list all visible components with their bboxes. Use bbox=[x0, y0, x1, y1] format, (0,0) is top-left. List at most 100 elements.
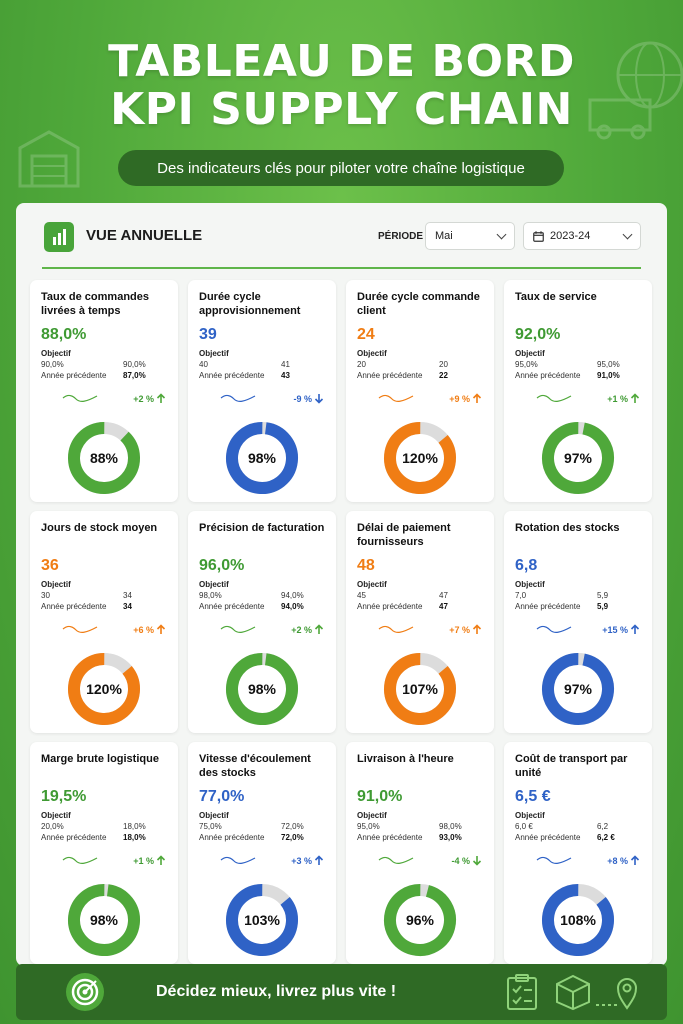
trend-value: +15 % bbox=[602, 624, 628, 635]
previous-year-label: Année précédente bbox=[41, 833, 107, 842]
kpi-card[interactable]: Vitesse d'écoulement des stocks 77,0% Obje… bbox=[188, 742, 336, 964]
calendar-icon bbox=[533, 230, 544, 242]
kpi-value: 91,0% bbox=[357, 788, 403, 805]
sparkline bbox=[220, 394, 256, 402]
trend-indicator: +9 % bbox=[449, 393, 482, 404]
kpi-title: Précision de facturation bbox=[199, 522, 325, 534]
trend-value: +8 % bbox=[607, 855, 628, 866]
month-select[interactable]: Mai bbox=[425, 222, 515, 250]
kpi-card[interactable]: Délai de paiement fournisseurs 48 Objectif… bbox=[346, 511, 494, 733]
footer-text: Décidez mieux, livrez plus vite ! bbox=[156, 983, 397, 1000]
header-divider bbox=[42, 267, 641, 269]
objective-label: Objectif bbox=[357, 580, 387, 589]
panel-header: VUE ANNUELLE PÉRIODE Mai 2023-24 bbox=[16, 203, 667, 269]
kpi-card[interactable]: Livraison à l'heure 91,0% Objectif 95,0% 98,… bbox=[346, 742, 494, 964]
trend-indicator: +15 % bbox=[602, 624, 640, 635]
previous-year-label: Année précédente bbox=[199, 371, 265, 380]
progress-donut bbox=[384, 422, 456, 494]
kpi-card[interactable]: Précision de facturation 96,0% Objectif 98,… bbox=[188, 511, 336, 733]
objective-value-right: 72,0% bbox=[281, 822, 304, 831]
donut-fill bbox=[226, 653, 298, 725]
previous-year-value: 93,0% bbox=[439, 833, 462, 842]
sparkline bbox=[536, 856, 572, 864]
objective-value-right: 94,0% bbox=[281, 591, 304, 600]
month-select-value: Mai bbox=[435, 230, 453, 242]
objective-label: Objectif bbox=[357, 349, 387, 358]
previous-year-label: Année précédente bbox=[41, 371, 107, 380]
previous-year-label: Année précédente bbox=[199, 602, 265, 611]
kpi-title: Livraison à l'heure bbox=[357, 753, 454, 765]
objective-value-right: 6,2 bbox=[597, 822, 609, 831]
objective-value: 20 bbox=[357, 360, 366, 369]
arrow-up-icon bbox=[472, 393, 482, 403]
previous-year-label: Année précédente bbox=[357, 602, 423, 611]
progress-donut bbox=[226, 653, 298, 725]
kpi-card[interactable]: Coût de transport par unité 6,5 € Objectif… bbox=[504, 742, 652, 964]
donut-percent-label: 103% bbox=[244, 912, 280, 928]
objective-label: Objectif bbox=[357, 811, 387, 820]
sparkline bbox=[62, 856, 98, 864]
bar-chart-icon bbox=[44, 222, 74, 252]
donut-percent-label: 98% bbox=[89, 912, 119, 928]
objective-label: Objectif bbox=[199, 580, 229, 589]
kpi-card[interactable]: Durée cycle approvisionnement 39 Objectif 4… bbox=[188, 280, 336, 502]
objective-label: Objectif bbox=[515, 349, 545, 358]
kpi-value: 39 bbox=[199, 326, 217, 343]
donut-fill bbox=[384, 422, 456, 494]
objective-value-right: 20 bbox=[439, 360, 448, 369]
objective-value: 75,0% bbox=[199, 822, 222, 831]
kpi-card[interactable]: Durée cycle commande client 24 Objectif 20 2… bbox=[346, 280, 494, 502]
trend-value: +2 % bbox=[133, 393, 154, 404]
previous-year-value: 22 bbox=[439, 371, 448, 380]
objective-label: Objectif bbox=[41, 811, 71, 820]
donut-percent-label: 98% bbox=[247, 450, 277, 466]
objective-value: 98,0% bbox=[199, 591, 222, 600]
previous-year-value: 18,0% bbox=[123, 833, 146, 842]
donut-fill bbox=[542, 653, 614, 725]
kpi-card[interactable]: Rotation des stocks 6,8 Objectif 7,0 5,9 Anné… bbox=[504, 511, 652, 733]
objective-value: 95,0% bbox=[357, 822, 380, 831]
footer-banner: Décidez mieux, livrez plus vite ! bbox=[16, 964, 667, 1020]
period-label: PÉRIODE bbox=[378, 231, 424, 242]
trend-indicator: +1 % bbox=[133, 855, 166, 866]
progress-donut bbox=[68, 422, 140, 494]
year-select[interactable]: 2023-24 bbox=[523, 222, 641, 250]
truck-globe-icon bbox=[588, 41, 683, 140]
previous-year-value: 47 bbox=[439, 602, 448, 611]
previous-year-label: Année précédente bbox=[515, 833, 581, 842]
sparkline bbox=[378, 856, 414, 864]
arrow-down-icon bbox=[314, 394, 324, 404]
kpi-card[interactable]: Taux de commandes livrées à temps 88,0% Ob… bbox=[30, 280, 178, 502]
objective-value-right: 5,9 bbox=[597, 591, 609, 600]
objective-value: 90,0% bbox=[41, 360, 64, 369]
trend-indicator: -4 % bbox=[451, 855, 482, 866]
kpi-title: Durée cycle commande client bbox=[357, 291, 480, 317]
previous-year-value: 34 bbox=[123, 602, 132, 611]
kpi-value: 92,0% bbox=[515, 326, 561, 343]
kpi-title: Vitesse d'écoulement des stocks bbox=[199, 753, 311, 779]
previous-year-label: Année précédente bbox=[41, 602, 107, 611]
objective-label: Objectif bbox=[515, 580, 545, 589]
objective-label: Objectif bbox=[41, 349, 71, 358]
donut-percent-label: 96% bbox=[405, 912, 435, 928]
sparkline bbox=[220, 625, 256, 633]
previous-year-label: Année précédente bbox=[357, 371, 423, 380]
objective-value: 30 bbox=[41, 591, 50, 600]
objective-value-right: 95,0% bbox=[597, 360, 620, 369]
kpi-value: 6,5 € bbox=[515, 788, 551, 805]
arrow-up-icon bbox=[472, 624, 482, 634]
progress-donut bbox=[384, 884, 456, 956]
donut-fill bbox=[68, 884, 140, 956]
donut-percent-label: 97% bbox=[563, 450, 593, 466]
kpi-card[interactable]: Jours de stock moyen 36 Objectif 30 34 Année … bbox=[30, 511, 178, 733]
trend-value: +1 % bbox=[133, 855, 154, 866]
progress-donut bbox=[542, 653, 614, 725]
kpi-card[interactable]: Marge brute logistique 19,5% Objectif 20,0%… bbox=[30, 742, 178, 964]
kpi-value: 19,5% bbox=[41, 788, 87, 805]
donut-percent-label: 120% bbox=[402, 450, 438, 466]
progress-donut bbox=[542, 884, 614, 956]
previous-year-value: 5,9 bbox=[597, 602, 609, 611]
kpi-title: Coût de transport par unité bbox=[515, 753, 628, 779]
kpi-card[interactable]: Taux de service 92,0% Objectif 95,0% 95,0% An… bbox=[504, 280, 652, 502]
trend-indicator: +2 % bbox=[133, 393, 166, 404]
